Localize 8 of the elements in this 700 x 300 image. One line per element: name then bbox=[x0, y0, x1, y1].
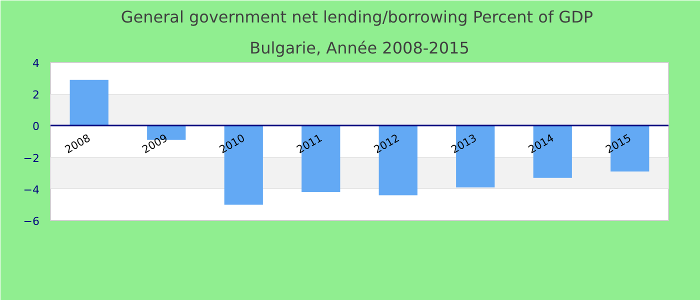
y-tick-label: 2 bbox=[32, 88, 40, 102]
y-tick-label: −4 bbox=[23, 183, 40, 196]
y-tick-label: −2 bbox=[23, 152, 40, 165]
y-tick-label: −6 bbox=[23, 215, 40, 228]
y-tick-label: 4 bbox=[32, 57, 40, 70]
y-tick-label: 0 bbox=[32, 120, 40, 134]
chart-title: General government net lending/borrowing Percent of GDP bbox=[120, 8, 594, 26]
chart-subtitle: Bulgarie, Année 2008-2015 bbox=[250, 38, 470, 58]
